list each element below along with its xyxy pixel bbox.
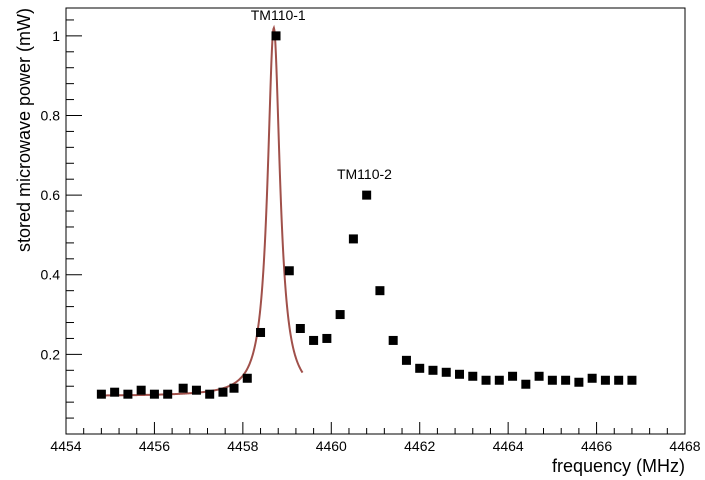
x-tick-label: 4466: [581, 438, 612, 454]
data-point: [561, 375, 571, 385]
y-tick-label: 0.8: [41, 107, 61, 123]
y-axis: 0.2 0.4 0.6 0.8 1: [41, 19, 82, 419]
fit-curve: [101, 24, 304, 397]
data-point: [322, 333, 332, 343]
data-point: [401, 355, 411, 365]
data-point: [627, 375, 637, 385]
data-point: [534, 371, 544, 381]
data-point: [123, 389, 133, 399]
data-point: [614, 375, 624, 385]
data-point: [271, 31, 281, 41]
y-axis-title: stored microwave power (mW): [14, 8, 34, 252]
data-point: [388, 335, 398, 345]
data-point: [205, 389, 215, 399]
y-tick-label: 0.4: [41, 267, 61, 283]
data-point: [229, 383, 239, 393]
x-tick-label: 4456: [139, 438, 170, 454]
x-axis-title: frequency (MHz): [552, 456, 685, 476]
x-tick-label: 4464: [493, 438, 524, 454]
data-point: [468, 371, 478, 381]
data-point: [587, 373, 597, 383]
data-point: [441, 367, 451, 377]
data-point: [309, 335, 319, 345]
plot-frame: [65, 7, 686, 435]
data-point: [508, 371, 518, 381]
data-point: [163, 389, 173, 399]
data-point: [295, 323, 305, 333]
data-point: [574, 377, 584, 387]
data-point: [149, 389, 159, 399]
data-point: [375, 286, 385, 296]
x-axis: 4454 4456 4458 4460 4462 4464 4466 4468: [50, 422, 701, 454]
data-point: [521, 379, 531, 389]
data-point: [362, 190, 372, 200]
data-point: [494, 375, 504, 385]
data-point: [178, 383, 188, 393]
y-tick-label: 1: [52, 28, 60, 44]
data-point: [242, 373, 252, 383]
data-point: [110, 387, 120, 397]
data-point: [481, 375, 491, 385]
data-point: [600, 375, 610, 385]
data-point: [455, 369, 465, 379]
peak-annotation: TM110-2: [337, 166, 392, 182]
data-point: [218, 387, 228, 397]
data-point: [191, 385, 201, 395]
x-tick-label: 4468: [669, 438, 700, 454]
data-point: [96, 389, 106, 399]
x-tick-label: 4462: [404, 438, 435, 454]
x-tick-label: 4460: [316, 438, 347, 454]
x-tick-label: 4458: [227, 438, 258, 454]
data-point: [136, 385, 146, 395]
data-point: [547, 375, 557, 385]
data-point: [428, 365, 438, 375]
x-tick-label: 4454: [50, 438, 81, 454]
fit-curve-layer: [101, 24, 304, 397]
data-point: [284, 266, 294, 276]
data-point: [348, 234, 358, 244]
y-tick-label: 0.6: [41, 187, 61, 203]
y-tick-label: 0.2: [41, 346, 61, 362]
peak-annotation: TM110-1: [251, 7, 306, 23]
data-point: [415, 363, 425, 373]
data-point: [335, 310, 345, 320]
data-point: [256, 327, 266, 337]
annotations-layer: TM110-1 TM110-2: [251, 7, 392, 182]
data-points-layer: [96, 31, 637, 399]
